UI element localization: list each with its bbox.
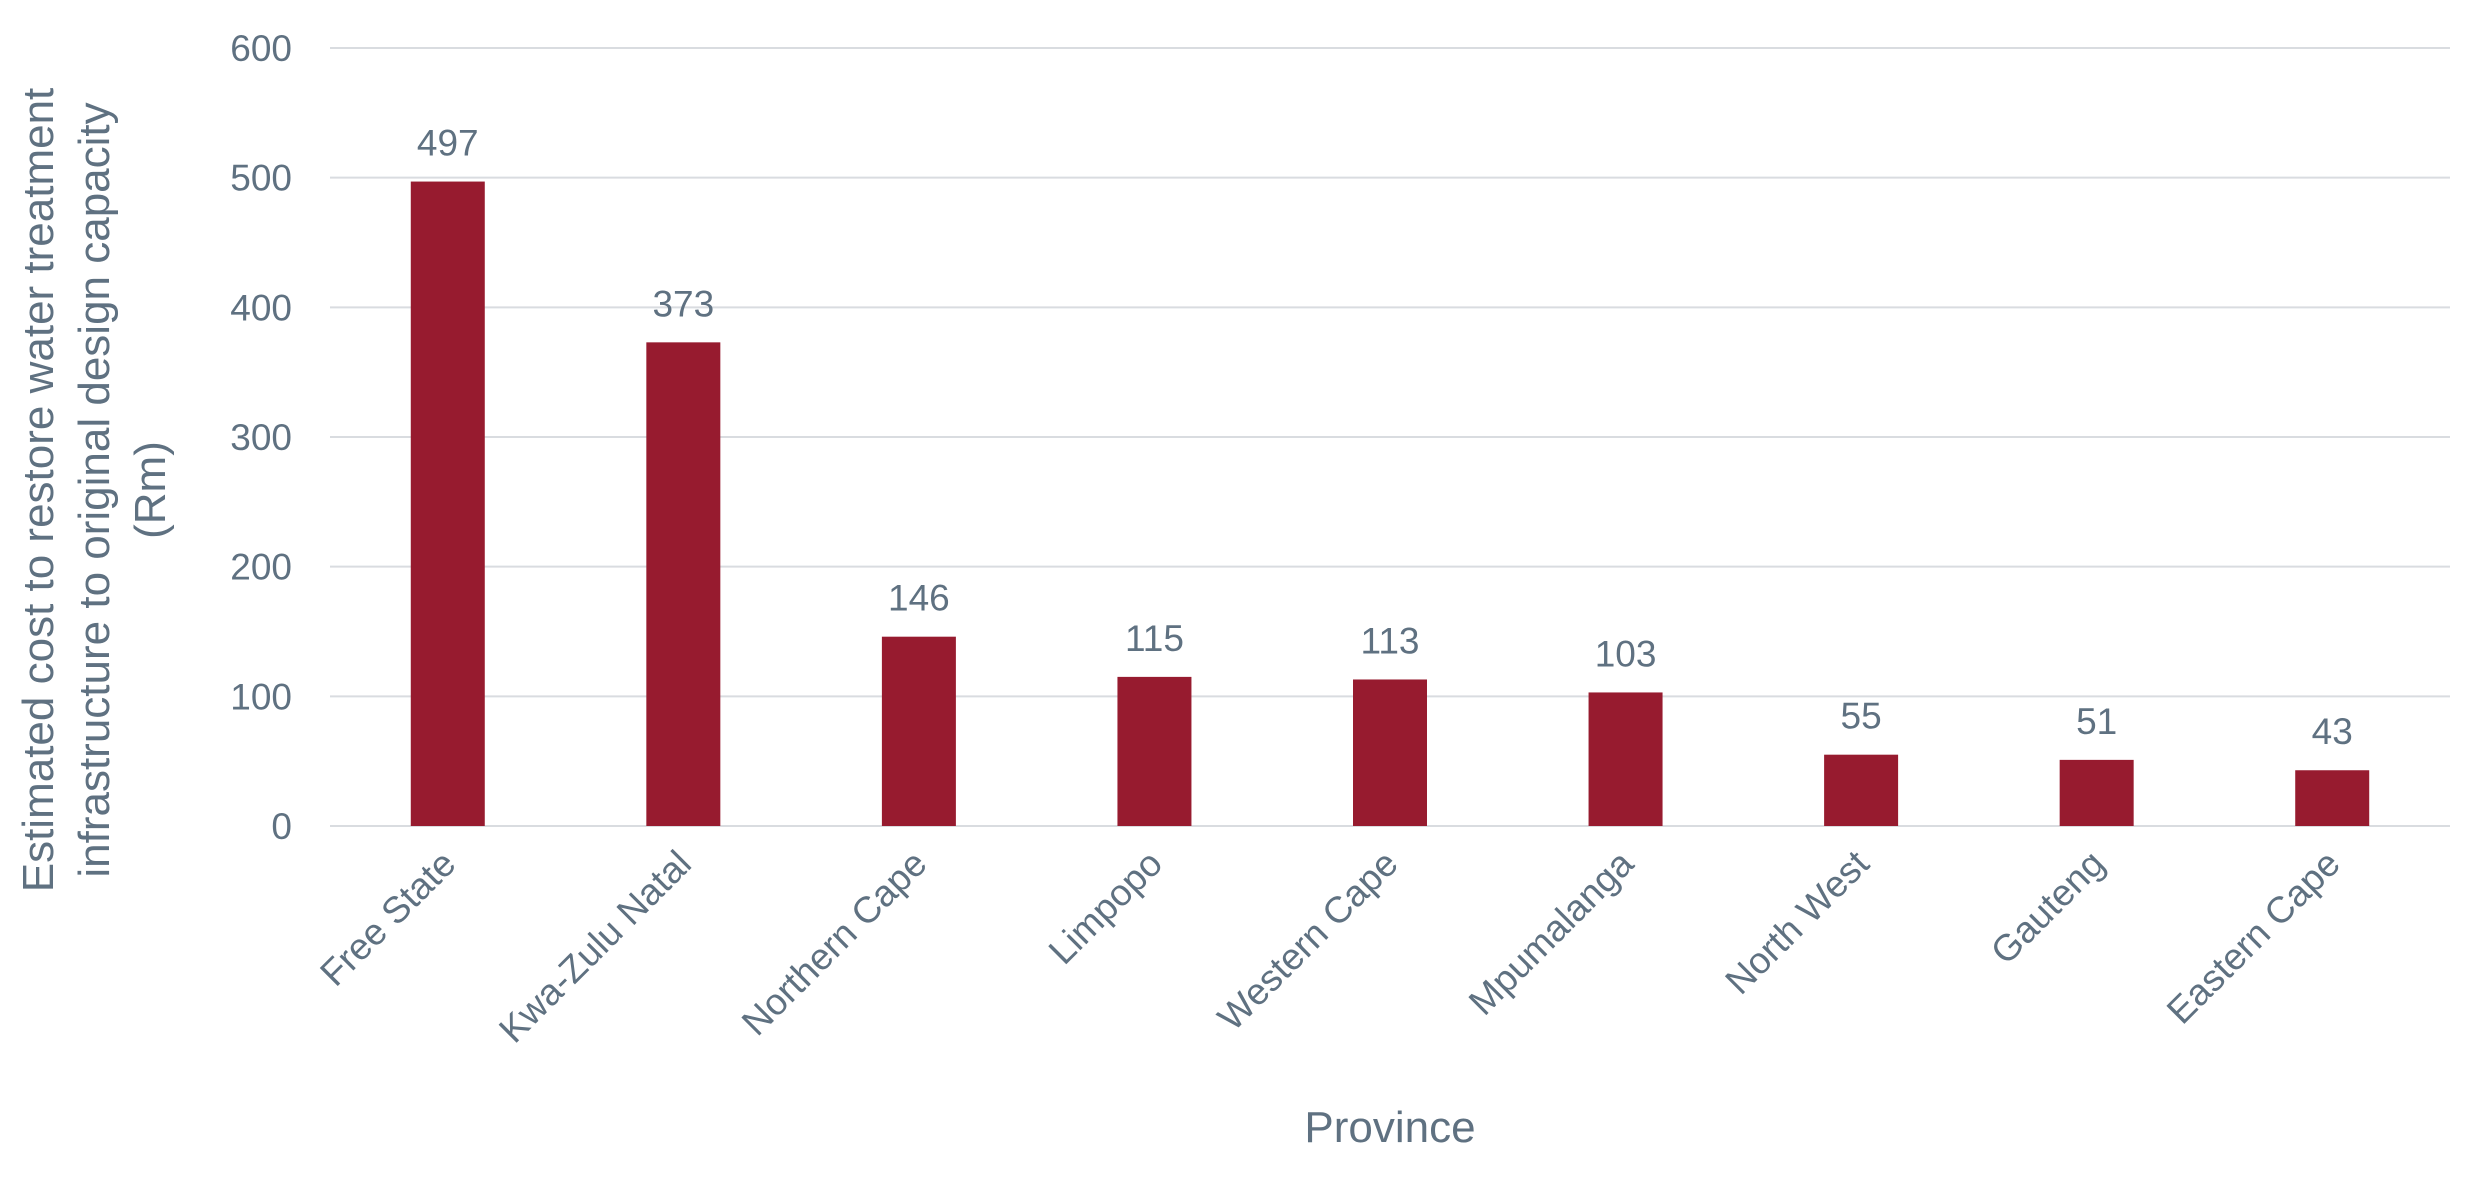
data-label: 55 <box>1841 696 1882 737</box>
x-tick-label: Gauteng <box>1983 843 2112 972</box>
data-label: 103 <box>1595 633 1657 674</box>
x-tick-label: Northern Cape <box>734 843 935 1044</box>
x-tick-label: Limpopo <box>1041 843 1170 972</box>
y-tick-label: 200 <box>230 547 292 588</box>
bar-northern-cape <box>881 636 956 826</box>
y-tick-label: 500 <box>230 158 292 199</box>
x-tick-label: Kwa-Zulu Natal <box>491 843 699 1051</box>
bar-eastern-cape <box>2295 770 2370 826</box>
y-tick-label: 300 <box>230 417 292 458</box>
y-axis-title: Estimated cost to restore water treatmen… <box>14 88 175 893</box>
x-tick-label: Free State <box>312 843 463 994</box>
bar-western-cape <box>1353 679 1427 826</box>
bar-free-state <box>410 181 485 827</box>
y-axis-title-line: infrastructure to original design capaci… <box>70 102 119 877</box>
bar-kwa-zulu-natal <box>646 342 721 826</box>
data-label: 373 <box>652 283 714 324</box>
data-labels: 497 373 146 115 113 103 55 51 43 <box>417 123 2353 753</box>
x-axis-title: Province <box>1304 1103 1475 1152</box>
y-tick-label: 400 <box>230 287 292 328</box>
y-axis-ticks: 0 100 200 300 400 500 600 <box>230 28 292 847</box>
x-tick-label: Eastern Cape <box>2159 843 2348 1032</box>
bar-north-west <box>1824 754 1899 826</box>
data-label: 51 <box>2076 701 2117 742</box>
x-axis-ticks: Free State Kwa-Zulu Natal Northern Cape Lim… <box>312 842 2348 1050</box>
data-label: 115 <box>1125 618 1184 659</box>
y-tick-label: 0 <box>271 806 292 847</box>
bars <box>410 181 2370 827</box>
x-tick-label: North West <box>1717 842 1877 1002</box>
y-axis-title-line: (Rm) <box>126 441 175 539</box>
y-tick-label: 100 <box>230 676 292 717</box>
x-tick-label: Mpumalanga <box>1461 842 1642 1023</box>
axis-titles: Province Estimated cost to restore water… <box>14 88 1476 1152</box>
data-label: 497 <box>417 123 479 164</box>
data-label: 146 <box>888 578 950 619</box>
bar-limpopo <box>1117 676 1192 826</box>
y-tick-label: 600 <box>230 28 292 69</box>
data-label: 113 <box>1361 620 1420 661</box>
x-tick-label: Western Cape <box>1210 843 1406 1039</box>
bar-gauteng <box>2059 759 2134 826</box>
data-label: 43 <box>2312 711 2353 752</box>
y-axis-title-line: Estimated cost to restore water treatmen… <box>14 88 63 893</box>
bar-mpumalanga <box>1588 692 1663 826</box>
